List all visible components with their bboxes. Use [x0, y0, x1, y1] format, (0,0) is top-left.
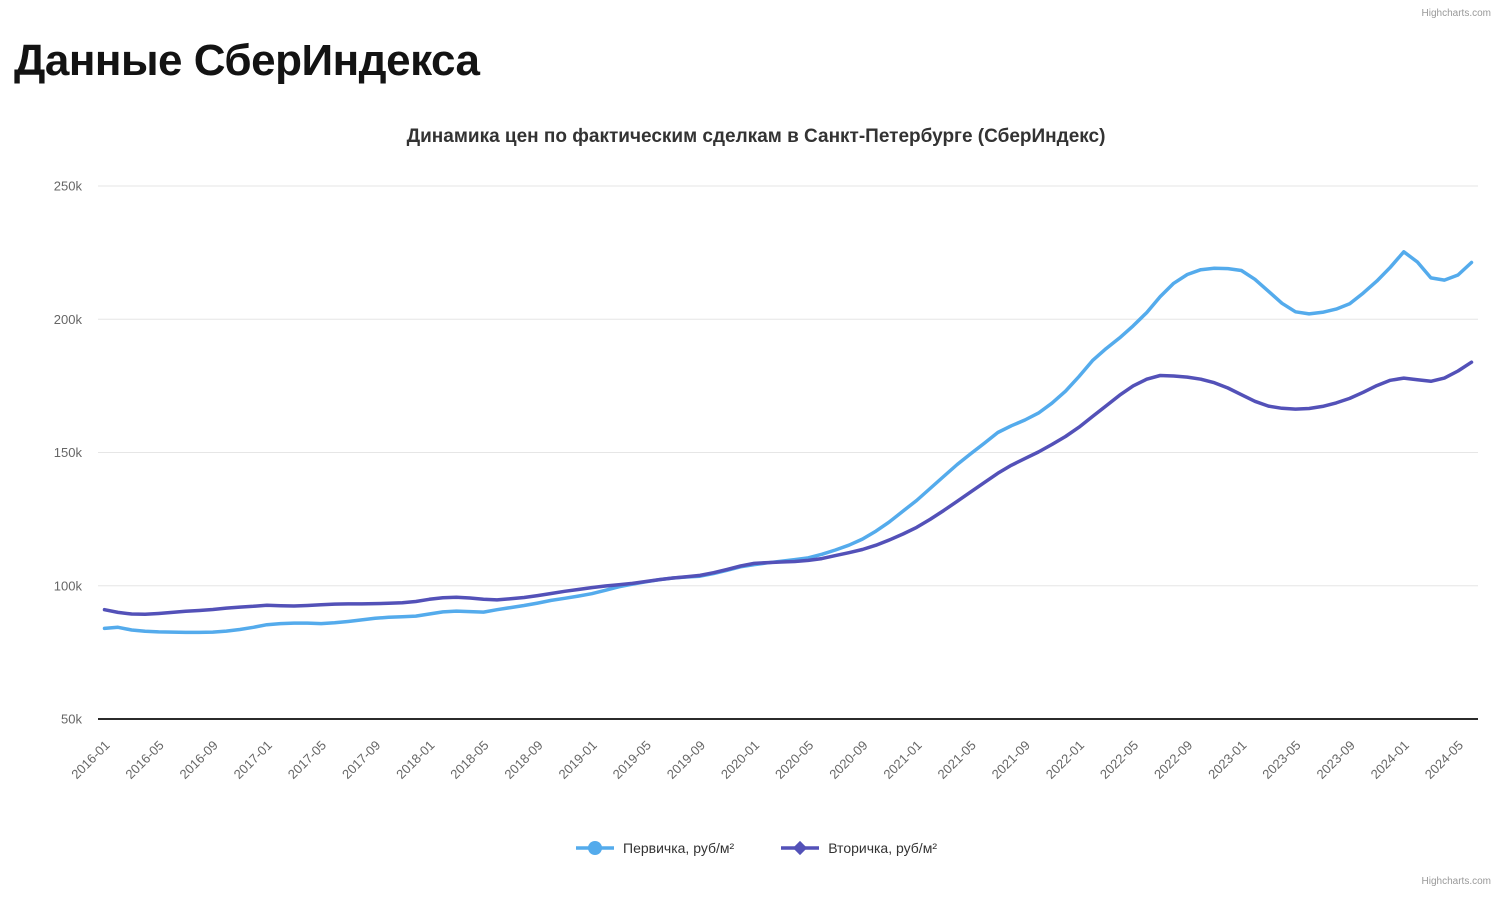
- x-axis-label: 2020-05: [772, 738, 816, 782]
- chart-title: Динамика цен по фактическим сделкам в Са…: [406, 126, 1106, 147]
- x-axis-tick: 2021-05: [934, 738, 978, 782]
- x-axis-label: 2022-01: [1043, 738, 1087, 782]
- series-line-secondary[interactable]: [102, 360, 1474, 617]
- x-axis-label: 2016-05: [122, 738, 166, 782]
- x-axis-tick: 2017-05: [285, 738, 329, 782]
- x-axis-tick: 2018-05: [447, 738, 491, 782]
- x-axis-tick: 2017-09: [339, 738, 383, 782]
- x-axis-tick: 2022-09: [1151, 738, 1195, 782]
- x-axis-label: 2023-05: [1259, 738, 1303, 782]
- y-axis-label: 150k: [54, 445, 83, 460]
- x-axis-label: 2017-05: [285, 738, 329, 782]
- legend-label-secondary: Вторичка, руб/м²: [828, 840, 937, 856]
- x-axis-tick: 2016-09: [177, 738, 221, 782]
- x-axis-label: 2019-01: [556, 738, 600, 782]
- series-line-primary[interactable]: [102, 250, 1474, 635]
- legend-item-primary[interactable]: Первичка, руб/м²: [575, 839, 734, 857]
- x-axis-label: 2024-01: [1368, 738, 1412, 782]
- y-axis-label: 250k: [54, 179, 83, 194]
- x-axis-tick: 2017-01: [231, 738, 275, 782]
- x-axis-tick: 2016-05: [122, 738, 166, 782]
- x-axis-label: 2016-09: [177, 738, 221, 782]
- x-axis-tick: 2019-09: [664, 738, 708, 782]
- x-axis-tick: 2020-05: [772, 738, 816, 782]
- x-axis-label: 2021-05: [934, 738, 978, 782]
- x-axis-tick: 2022-01: [1043, 738, 1087, 782]
- chart-legend: Первичка, руб/м² Вторичка, руб/м²: [0, 839, 1512, 857]
- x-axis-label: 2022-09: [1151, 738, 1195, 782]
- x-axis-tick: 2020-09: [826, 738, 870, 782]
- x-axis-tick: 2024-01: [1368, 738, 1412, 782]
- x-axis-label: 2018-05: [447, 738, 491, 782]
- x-axis-label: 2022-05: [1097, 738, 1141, 782]
- x-axis-label: 2020-01: [718, 738, 762, 782]
- x-axis-label: 2023-09: [1313, 738, 1357, 782]
- x-axis-tick: 2021-01: [880, 738, 924, 782]
- diamond-marker-icon: [781, 840, 820, 856]
- x-axis-label: 2017-09: [339, 738, 383, 782]
- x-axis-tick: 2018-09: [501, 738, 545, 782]
- legend-label-primary: Первичка, руб/м²: [623, 840, 735, 856]
- x-axis-label: 2018-09: [501, 738, 545, 782]
- x-axis-label: 2023-01: [1205, 738, 1249, 782]
- x-axis-tick: 2023-09: [1313, 738, 1357, 782]
- x-axis-tick: 2022-05: [1097, 738, 1141, 782]
- x-axis-label: 2019-05: [610, 738, 654, 782]
- x-axis-label: 2021-01: [880, 738, 924, 782]
- x-axis-label: 2017-01: [231, 738, 275, 782]
- x-axis-tick: 2021-09: [989, 738, 1033, 782]
- circle-marker-icon: [576, 841, 615, 855]
- x-axis-label: 2016-01: [68, 738, 112, 782]
- x-axis-tick: 2023-01: [1205, 738, 1249, 782]
- x-axis-tick: 2019-01: [556, 738, 600, 782]
- y-axis-label: 50k: [61, 712, 82, 727]
- x-axis-label: 2021-09: [989, 738, 1033, 782]
- x-axis-tick: 2024-05: [1422, 738, 1466, 782]
- x-axis-tick: 2023-05: [1259, 738, 1303, 782]
- x-axis-tick: 2018-01: [393, 738, 437, 782]
- x-axis-tick: 2020-01: [718, 738, 762, 782]
- x-axis-label: 2024-05: [1422, 738, 1466, 782]
- x-axis-tick: 2019-05: [610, 738, 654, 782]
- x-axis-label: 2018-01: [393, 738, 437, 782]
- highcharts-credit-top[interactable]: Highcharts.com: [1421, 8, 1491, 19]
- legend-item-secondary[interactable]: Вторичка, руб/м²: [780, 839, 937, 857]
- x-axis-label: 2019-09: [664, 738, 708, 782]
- x-axis-label: 2020-09: [826, 738, 870, 782]
- x-axis-tick: 2016-01: [68, 738, 112, 782]
- page-title: Данные СберИндекса: [14, 36, 480, 85]
- y-axis-label: 200k: [54, 312, 83, 327]
- highcharts-credit-bottom[interactable]: Highcharts.com: [1421, 876, 1491, 887]
- y-axis-label: 100k: [54, 578, 83, 593]
